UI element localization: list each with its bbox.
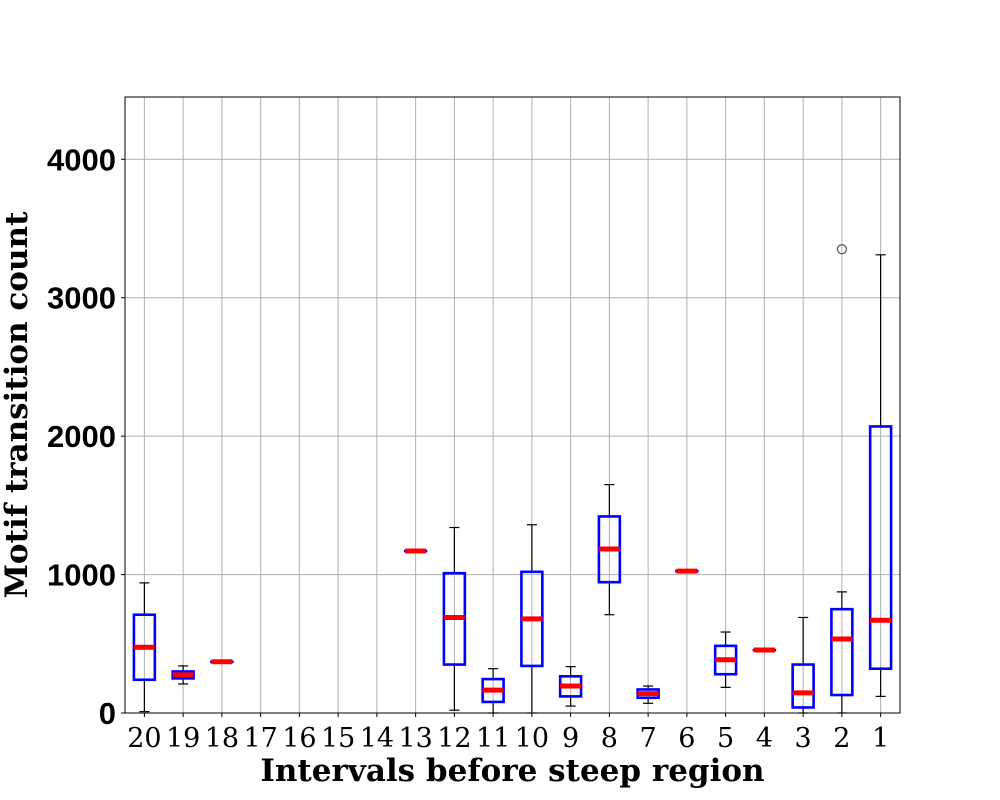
x-tick-label: 8 [601,723,618,754]
x-tick-label: 15 [321,723,355,754]
x-tick-label: 10 [515,723,549,754]
box-group [597,483,622,616]
y-tick-label: 3000 [47,281,116,316]
box-group [868,254,893,697]
x-tick-label: 6 [678,723,695,754]
x-tick-label: 14 [360,723,394,754]
x-tick-label: 5 [717,723,734,754]
x-tick-label: 19 [166,723,200,754]
x-tick-label: 18 [205,723,239,754]
box-rect [868,425,893,671]
x-tick-label: 2 [833,723,850,754]
box-group [481,668,505,714]
y-tick-label: 1000 [47,558,116,593]
x-tick-label: 13 [398,723,432,754]
box-group [636,685,660,704]
box-group [132,582,157,713]
box-rect [791,663,815,709]
box-rect [830,607,854,697]
y-axis-label: Motif transition count [0,211,35,598]
box-group [520,524,544,714]
plot-frame [124,96,901,714]
box-group [791,616,815,714]
x-tick-label: 17 [243,723,277,754]
x-tick-label: 16 [282,723,316,754]
x-axis-label: Intervals before steep region [260,753,764,789]
y-tick-label: 4000 [47,142,116,177]
x-tick-label: 9 [562,723,579,754]
x-tick-label: 7 [640,723,657,754]
box-group [830,244,854,714]
grid-lines [125,97,900,714]
x-tick-label: 12 [437,723,471,754]
axis-ticks: 20 19 18 17 16 15 14 13 12 11 10 9 8 7 6 5 4 3 2 1010002000… [47,142,889,754]
box-group [558,666,583,707]
y-tick-label: 2000 [47,419,116,454]
x-tick-label: 4 [756,723,773,754]
outlier-point [836,244,847,255]
x-tick-label: 1 [872,723,889,754]
x-tick-label: 3 [795,723,812,754]
box-group [171,665,195,685]
x-tick-label: 20 [127,723,161,754]
box-group [442,526,467,711]
box-plot-series [132,244,893,714]
box-group [713,631,738,688]
y-tick-label: 0 [99,696,116,731]
x-tick-label: 11 [476,723,510,754]
